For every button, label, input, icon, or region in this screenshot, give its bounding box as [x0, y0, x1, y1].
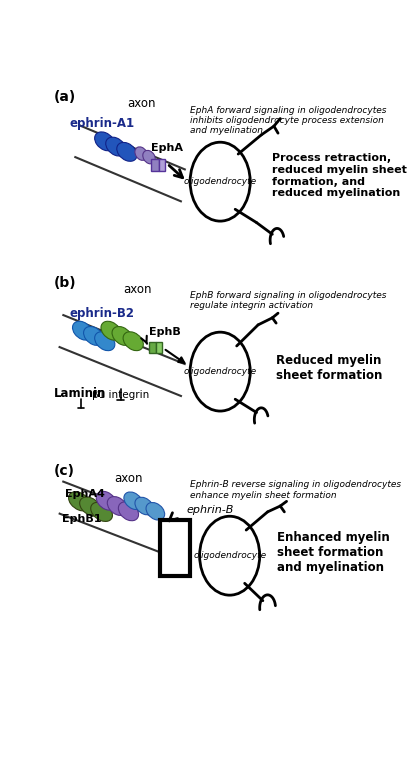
Ellipse shape [123, 332, 143, 351]
Ellipse shape [190, 332, 250, 411]
Ellipse shape [95, 132, 115, 151]
Text: EphA4: EphA4 [65, 489, 105, 499]
Ellipse shape [101, 321, 121, 340]
Ellipse shape [96, 491, 116, 510]
Bar [149, 342, 156, 354]
Text: axon: axon [127, 97, 155, 110]
Text: oligodendrocyte: oligodendrocyte [184, 177, 257, 186]
Text: Laminin: Laminin [54, 386, 106, 400]
Text: β1 integrin: β1 integrin [92, 389, 149, 400]
Ellipse shape [143, 150, 155, 164]
Ellipse shape [135, 497, 153, 515]
Text: EphA: EphA [151, 143, 183, 153]
Text: EphA forward signaling in oligodendrocytes
inhibits oligodendrocyte process exte: EphA forward signaling in oligodendrocyt… [190, 106, 387, 136]
Ellipse shape [73, 321, 93, 340]
Ellipse shape [117, 143, 137, 162]
Ellipse shape [69, 492, 90, 511]
Text: (c): (c) [54, 464, 75, 478]
Text: Ephrin-B reverse signaling in oligodendrocytes
enhance myelin sheet formation: Ephrin-B reverse signaling in oligodendr… [190, 480, 401, 499]
Text: oligodendrocyte: oligodendrocyte [193, 551, 266, 560]
FancyBboxPatch shape [160, 521, 190, 576]
Ellipse shape [112, 326, 132, 345]
Bar [151, 159, 159, 171]
Text: EphB: EphB [149, 326, 181, 336]
Text: ephrin-B2: ephrin-B2 [70, 307, 135, 320]
Text: EphB1: EphB1 [62, 514, 102, 524]
Text: Enhanced myelin
sheet formation
and myelination: Enhanced myelin sheet formation and myel… [277, 531, 390, 575]
Ellipse shape [146, 502, 165, 520]
Text: axon: axon [114, 472, 143, 485]
Ellipse shape [107, 496, 128, 515]
Bar [156, 342, 162, 354]
Text: ephrin-B: ephrin-B [187, 505, 234, 515]
Ellipse shape [124, 492, 142, 509]
Ellipse shape [118, 502, 139, 521]
Text: Reduced myelin
sheet formation: Reduced myelin sheet formation [275, 354, 382, 382]
Text: Process retraction,
reduced myelin sheet
formation, and
reduced myelination: Process retraction, reduced myelin sheet… [273, 153, 407, 198]
Bar [159, 159, 166, 171]
Ellipse shape [135, 147, 147, 160]
Text: (a): (a) [54, 90, 76, 104]
Text: EphB forward signaling in oligodendrocytes
regulate integrin activation: EphB forward signaling in oligodendrocyt… [190, 291, 387, 310]
Ellipse shape [200, 516, 259, 595]
Ellipse shape [106, 137, 126, 156]
Text: axon: axon [124, 282, 152, 295]
Ellipse shape [84, 326, 104, 345]
Ellipse shape [95, 332, 115, 351]
Text: ephrin-A1: ephrin-A1 [70, 117, 135, 131]
Text: oligodendrocyte: oligodendrocyte [184, 367, 257, 376]
Ellipse shape [91, 502, 113, 521]
Text: (b): (b) [54, 276, 77, 290]
Ellipse shape [80, 497, 102, 516]
Ellipse shape [190, 142, 250, 221]
